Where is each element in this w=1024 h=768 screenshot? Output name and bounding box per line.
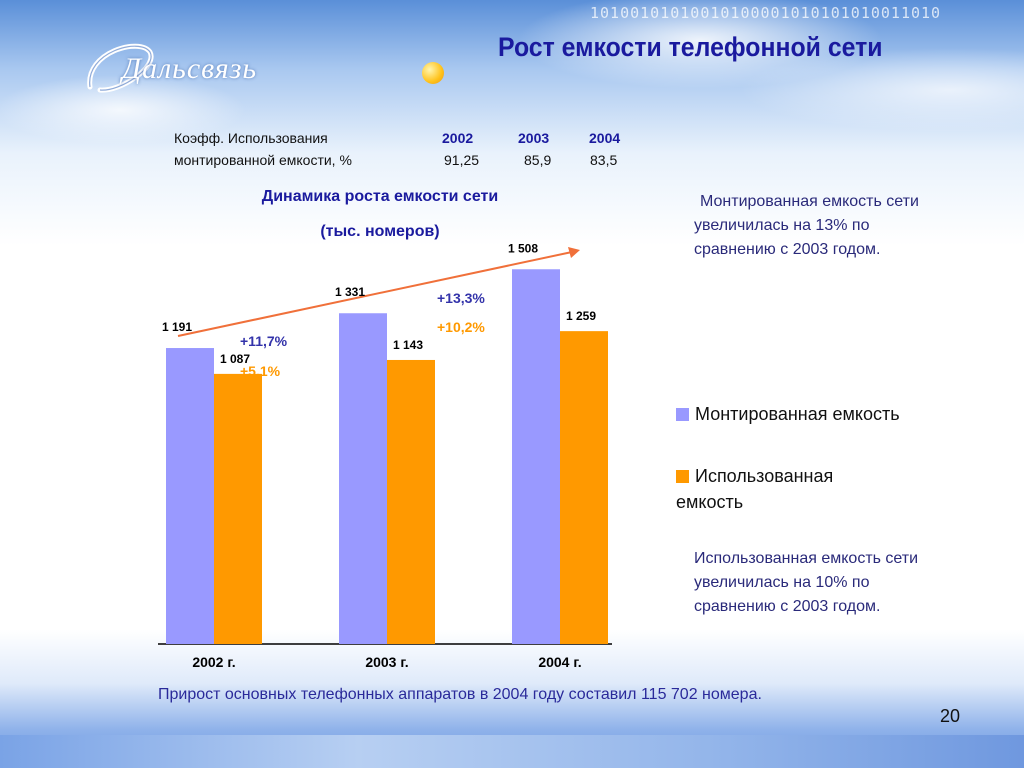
company-logo — [87, 43, 154, 93]
data-label-used-1: 1 143 — [393, 338, 423, 352]
trend-arrow-line — [177, 251, 573, 337]
bar-used-2 — [560, 331, 608, 644]
mounted-growth-note: Монтированная емкость сети увеличилась н… — [694, 193, 919, 258]
ratio-year-2002: 2002 — [442, 130, 474, 146]
x-tick-label-2: 2004 г. — [538, 654, 581, 670]
ratio-year-2003: 2003 — [518, 130, 550, 146]
chart-title: Динамика роста емкости сети — [261, 188, 499, 205]
data-label-mounted-2: 1 508 — [508, 241, 538, 255]
growth-mounted-0: +11,7% — [240, 333, 288, 349]
logo-swoosh-outline-icon — [89, 45, 152, 91]
legend-item-used: Использованная емкость — [676, 463, 876, 515]
binary-strip: 10100101010010100001010101010011010 — [590, 4, 942, 22]
used-growth-note: Использованная емкость сети увеличилась … — [694, 550, 919, 615]
bar-mounted-2 — [512, 269, 560, 644]
x-tick-label-1: 2003 г. — [365, 654, 408, 670]
data-label-mounted-0: 1 191 — [162, 320, 192, 334]
bar-mounted-1 — [339, 313, 387, 644]
ratio-label-line2: монтированной емкости, % — [174, 152, 352, 168]
data-label-mounted-1: 1 331 — [335, 285, 365, 299]
data-label-used-0: 1 087 — [220, 352, 250, 366]
ratio-value-2004: 83,5 — [590, 152, 618, 168]
trend-arrow-head-icon — [568, 247, 580, 258]
bar-used-0 — [214, 373, 262, 644]
legend-swatch-mounted — [676, 408, 689, 421]
page-number: 20 — [940, 706, 961, 726]
logo-sun-icon — [422, 62, 444, 84]
logo-text: Дальсвязь — [122, 52, 258, 85]
chart-subtitle: (тыс. номеров) — [320, 223, 440, 240]
growth-mounted-1: +13,3% — [437, 290, 485, 306]
data-label-used-2: 1 259 — [566, 309, 596, 323]
ratio-value-2002: 91,25 — [444, 152, 480, 168]
growth-used-0: +5,1% — [240, 363, 281, 379]
ratio-year-2004: 2004 — [589, 130, 621, 146]
legend-item-mounted: Монтированная емкость — [676, 401, 956, 427]
bottom-band — [0, 735, 1024, 768]
legend-swatch-used — [676, 470, 689, 483]
legend-label-mounted: Монтированная емкость — [695, 404, 900, 424]
page-title: Рост емкости телефонной сети — [498, 32, 883, 62]
growth-used-1: +10,2% — [437, 319, 485, 335]
ratio-label-line1: Коэфф. Использования — [174, 130, 328, 146]
bar-used-1 — [387, 359, 435, 644]
footer-text: Прирост основных телефонных аппаратов в … — [158, 686, 762, 703]
legend-label-used: Использованная емкость — [676, 466, 834, 512]
bar-mounted-0 — [166, 348, 214, 644]
ratio-value-2003: 85,9 — [524, 152, 552, 168]
x-tick-label-0: 2002 г. — [192, 654, 235, 670]
